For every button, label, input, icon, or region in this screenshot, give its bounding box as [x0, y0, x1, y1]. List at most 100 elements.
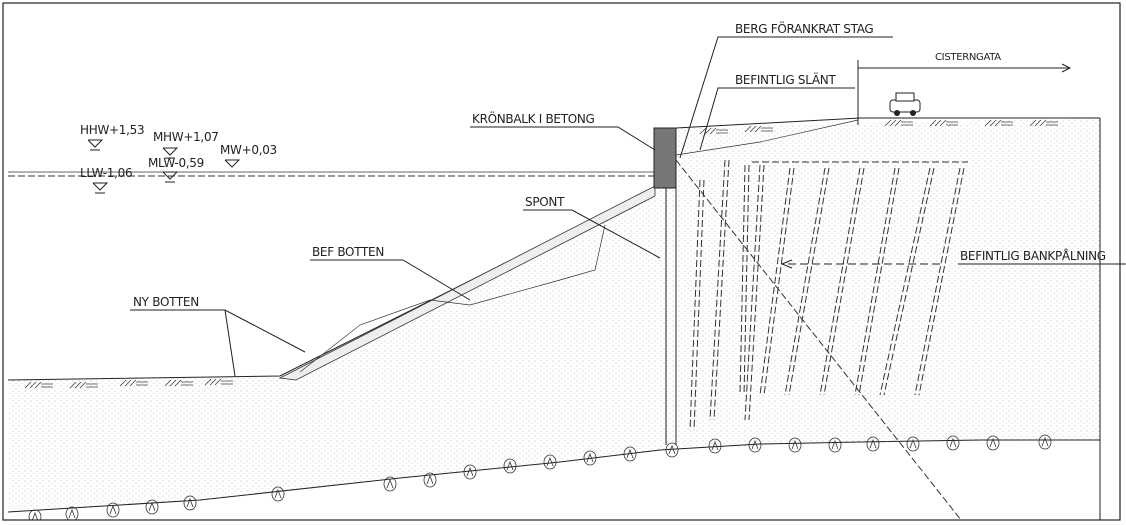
label: HHW+1,53: [80, 123, 144, 137]
rock-symbol: [788, 437, 802, 453]
rock-symbol: [271, 486, 285, 502]
riprap: [278, 185, 656, 381]
pile: [788, 167, 830, 396]
rock-symbol: [386, 478, 394, 489]
hatch: [1039, 119, 1047, 127]
label: SPONT: [525, 195, 565, 209]
rock-symbol: [546, 456, 554, 467]
hatch: [209, 378, 217, 386]
pile: [918, 167, 965, 396]
pile: [883, 167, 935, 396]
hatch: [204, 378, 212, 386]
rock-symbol: [668, 444, 676, 455]
rock-symbol: [383, 476, 397, 492]
hatch: [984, 119, 992, 127]
hatch: [1029, 119, 1037, 127]
rock-symbol: [423, 472, 437, 488]
piles: [689, 159, 965, 431]
hatch: [119, 379, 127, 387]
rock-symbol: [986, 435, 1000, 451]
label: MHW+1,07: [153, 130, 219, 144]
anchor: [675, 159, 962, 520]
rock-symbol: [466, 466, 474, 477]
rock-symbol: [183, 495, 197, 511]
ground-hatch: [24, 119, 1058, 389]
hatch: [934, 119, 942, 127]
pile: [759, 167, 791, 396]
hatch: [894, 119, 902, 127]
hatch: [994, 119, 1002, 127]
hatch: [699, 127, 707, 135]
rock-symbol: [463, 464, 477, 480]
hatch: [124, 379, 132, 387]
hatch: [214, 378, 222, 386]
rock-symbol: [426, 474, 434, 485]
pile: [784, 167, 826, 396]
hatch: [34, 381, 42, 389]
section: [7, 92, 1101, 520]
label: NY BOTTEN: [133, 295, 199, 309]
rock-symbol: [586, 452, 594, 463]
rock-symbol: [106, 502, 120, 518]
rock-symbol: [869, 438, 877, 449]
pile: [744, 164, 761, 421]
hatch: [754, 125, 762, 133]
hatch: [884, 119, 892, 127]
hatch: [989, 119, 997, 127]
rock-symbol: [665, 442, 679, 458]
rock-symbol: [949, 437, 957, 448]
pile: [693, 179, 705, 431]
leaders: [87, 36, 1126, 377]
pile: [854, 167, 896, 396]
hatch: [889, 119, 897, 127]
hatch: [939, 119, 947, 127]
rock-symbol: [831, 439, 839, 450]
hatch: [749, 125, 757, 133]
label: BEFINTLIG BANKPÅLNING: [960, 248, 1106, 263]
rock-symbol: [28, 509, 42, 520]
rock-symbol: [866, 436, 880, 452]
pile: [914, 167, 961, 396]
rock-symbol: [946, 435, 960, 451]
rock-symbol: [708, 438, 722, 454]
rock-symbol: [109, 504, 117, 515]
hatch: [929, 119, 937, 127]
label: KRÖNBALK I BETONG: [472, 110, 595, 126]
label: CISTERNGATA: [935, 52, 1001, 63]
rock-symbol: [828, 437, 842, 453]
pile: [823, 167, 865, 396]
rock-symbol: [583, 450, 597, 466]
pile: [689, 179, 701, 431]
hatch: [169, 379, 177, 387]
hatch: [1034, 119, 1042, 127]
bedrock: [7, 439, 1100, 513]
slope: [675, 119, 859, 156]
label: MLW-0,59: [148, 156, 204, 170]
rock-symbol: [909, 438, 917, 449]
hatch: [704, 127, 712, 135]
hatch: [74, 381, 82, 389]
rock-symbol: [626, 448, 634, 459]
car: [889, 92, 921, 116]
hatch: [709, 127, 717, 135]
label: LLW-1,06: [80, 166, 132, 180]
pile: [748, 164, 765, 421]
ground: [675, 117, 1100, 129]
kronbalk: [653, 127, 677, 189]
hatch: [174, 379, 182, 387]
rock-symbol: [145, 499, 159, 515]
label: BEFINTLIG SLÄNT: [735, 72, 836, 87]
rock-symbol: [68, 508, 76, 519]
label: BEF BOTTEN: [312, 245, 384, 259]
hatch: [129, 379, 137, 387]
hatch: [744, 125, 752, 133]
pile: [858, 167, 900, 396]
rock-symbol: [748, 437, 762, 453]
hatch: [164, 379, 172, 387]
rock-symbol: [65, 506, 79, 520]
pile: [739, 164, 746, 396]
rock-symbol: [751, 439, 759, 450]
soil: [8, 118, 1100, 512]
